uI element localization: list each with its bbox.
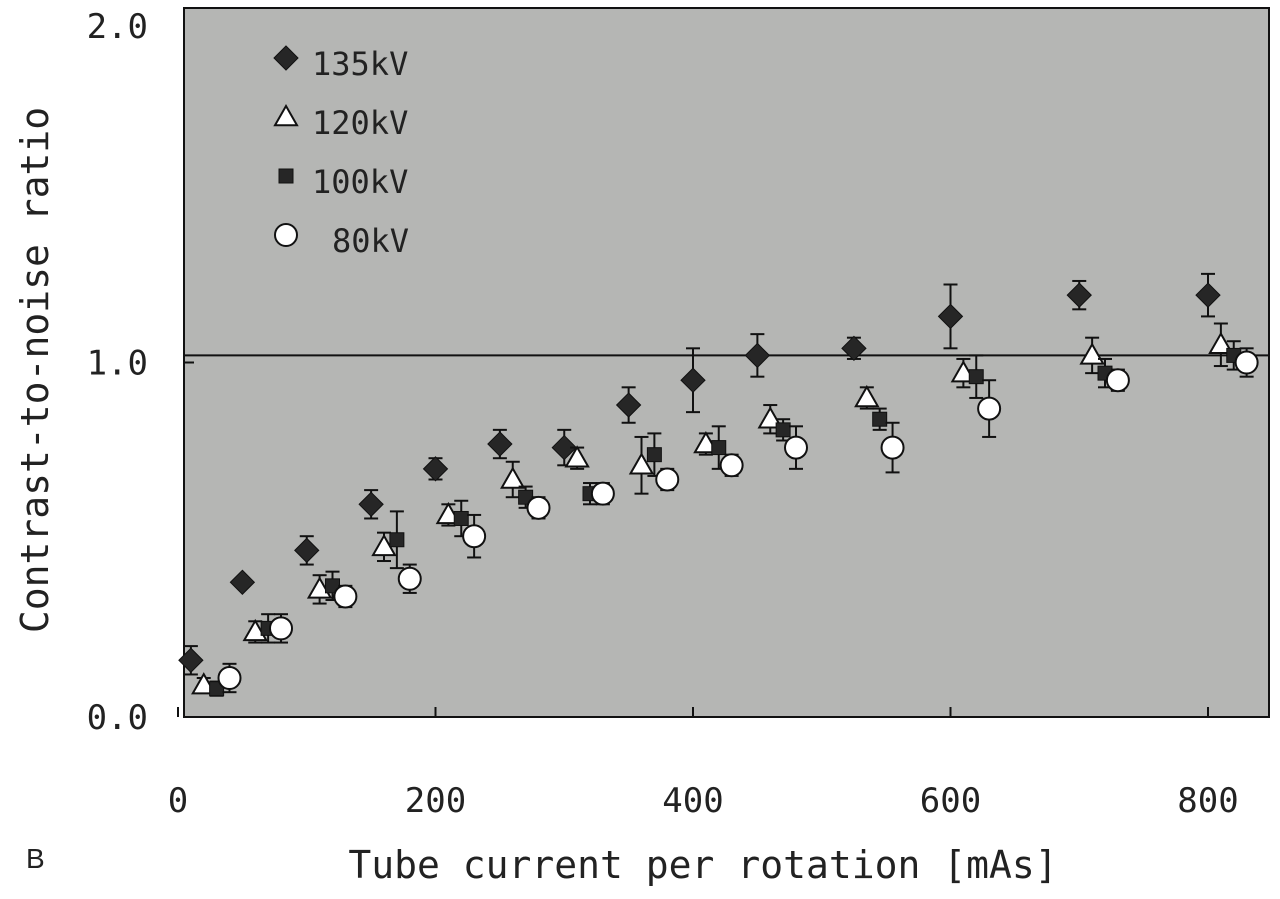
series-80kv-point	[655, 467, 680, 492]
series-135kv-point	[680, 367, 706, 393]
y-axis: 0.0 1.0 2.0	[87, 7, 194, 738]
series-120kv-point	[854, 384, 880, 408]
series-120kv-point	[628, 452, 655, 475]
x-axis-title: Tube current per rotation [mAs]	[348, 843, 1057, 887]
x-tick-label: 600	[920, 781, 981, 821]
x-tick-label: 800	[1177, 781, 1238, 821]
x-axis: 0 200 400 600 800	[168, 707, 1239, 821]
legend-label: 80kV	[332, 222, 409, 260]
series-100kv-point	[389, 532, 405, 548]
legend-label: 100kV	[312, 163, 408, 201]
data-points	[178, 272, 1259, 697]
series-80kv-point	[526, 495, 551, 520]
y-tick-label: 1.0	[87, 344, 148, 384]
legend-marker	[273, 103, 299, 127]
legend-label: 135kV	[312, 45, 408, 83]
series-80kv-point	[784, 435, 808, 460]
y-tick-label: 2.0	[87, 7, 148, 47]
series-80kv-point	[977, 396, 1002, 421]
legend: 135kV 120kV 100kV 80kV	[273, 45, 409, 260]
series-135kv-point	[229, 569, 256, 595]
x-tick-label: 400	[662, 781, 723, 821]
series-135kv-point	[1066, 282, 1092, 308]
legend-marker	[278, 168, 294, 184]
series-120kv-point	[564, 445, 590, 468]
series-135kv-point	[294, 537, 320, 564]
x-tick-label: 200	[405, 781, 466, 821]
series-100kv-point	[453, 510, 469, 526]
series-80kv-point	[719, 453, 744, 478]
series-100kv-point	[711, 440, 727, 456]
series-80kv-point	[333, 584, 358, 609]
legend-marker	[274, 223, 298, 247]
series-80kv-point	[1105, 368, 1130, 393]
panel-label: B	[26, 843, 45, 874]
series-135kv-point	[551, 434, 577, 461]
series-80kv-point	[462, 524, 487, 549]
x-tick-label: 0	[168, 781, 188, 821]
series-135kv-point	[744, 342, 771, 369]
series-120kv-point	[1079, 342, 1105, 365]
series-80kv-point	[880, 435, 905, 460]
series-80kv-point	[269, 616, 293, 641]
series-135kv-point	[937, 303, 964, 330]
legend-marker	[273, 45, 299, 71]
series-135kv-point	[422, 456, 449, 482]
y-tick-label: 0.0	[87, 698, 148, 738]
series-120kv-point	[500, 466, 526, 489]
series-135kv-point	[178, 647, 204, 673]
series-80kv-point	[1234, 350, 1259, 375]
series-135kv-point	[615, 392, 642, 418]
series-135kv-point	[841, 335, 867, 362]
series-80kv-point	[590, 481, 615, 506]
y-axis-title: Contrast-to-noise ratio	[13, 107, 57, 633]
series-135kv-point	[487, 431, 513, 457]
series-100kv-point	[872, 411, 888, 427]
series-80kv-point	[217, 666, 242, 691]
series-80kv-point	[397, 566, 422, 591]
series-135kv-point	[358, 491, 384, 518]
series-135kv-point	[1195, 282, 1221, 308]
series-100kv-point	[646, 447, 662, 463]
legend-label: 120kV	[312, 104, 408, 142]
series-100kv-point	[968, 369, 984, 385]
series-100kv-point	[775, 422, 791, 438]
